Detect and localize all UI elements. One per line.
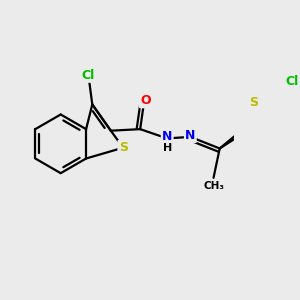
Text: H: H xyxy=(163,143,172,153)
Text: S: S xyxy=(119,141,128,154)
Text: Cl: Cl xyxy=(285,75,298,88)
Text: O: O xyxy=(140,94,151,107)
Text: Cl: Cl xyxy=(82,69,95,82)
Text: CH₃: CH₃ xyxy=(203,181,224,190)
Text: S: S xyxy=(249,96,258,109)
Text: N: N xyxy=(162,130,172,143)
Text: N: N xyxy=(185,129,196,142)
